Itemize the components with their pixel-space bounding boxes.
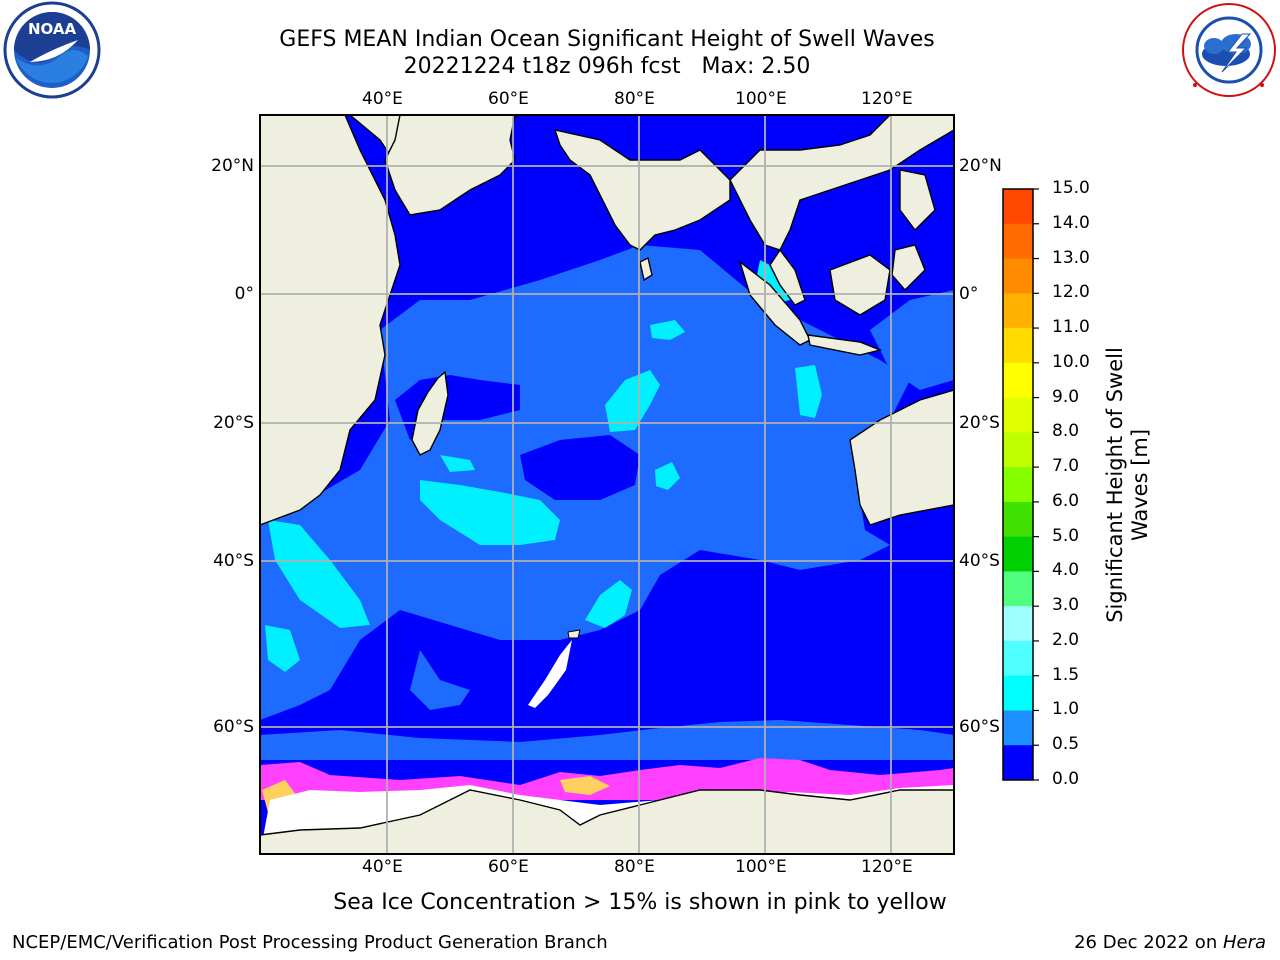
colorbar-swatch xyxy=(1003,640,1033,677)
lat-label-right-40s: 40°S xyxy=(959,551,1000,571)
colorbar xyxy=(1003,189,1033,781)
map-area xyxy=(260,115,954,854)
colorbar-title-line1: Significant Height of Swell xyxy=(1103,347,1127,623)
sea-ice-yellow xyxy=(560,776,610,795)
madagascar xyxy=(411,370,449,456)
sri-lanka xyxy=(639,256,653,282)
swell-0.0-0.5-patch xyxy=(520,435,640,500)
malay-peninsula xyxy=(769,248,806,306)
colorbar-tick-label: 11.0 xyxy=(1052,317,1090,338)
colorbar-swatch xyxy=(1003,536,1033,572)
colorbar-tick-label: 13.0 xyxy=(1052,247,1090,268)
lat-label-right-0: 0° xyxy=(959,284,979,304)
colorbar-swatch xyxy=(1003,571,1033,607)
colorbar-swatch xyxy=(1003,501,1033,538)
colorbar-tick-label: 6.0 xyxy=(1052,490,1080,511)
colorbar-tick-label: 12.0 xyxy=(1052,282,1090,303)
swell-1.0-1.5-region xyxy=(650,320,685,340)
map-title: GEFS MEAN Indian Ocean Significant Heigh… xyxy=(279,27,935,52)
lon-label-top-60e: 60°E xyxy=(488,89,529,109)
noaa-logo-text: NOAA xyxy=(28,20,77,38)
colorbar-swatch xyxy=(1003,467,1033,503)
swell-0.5-1.0-region xyxy=(260,720,954,760)
no-data-streak xyxy=(528,640,572,708)
colorbar-tick-label: 5.0 xyxy=(1052,525,1080,546)
colorbar-tick-label: 4.0 xyxy=(1052,560,1080,581)
swell-1.0-1.5-region xyxy=(605,370,660,432)
colorbar-frame xyxy=(1002,188,1034,781)
colorbar-swatch xyxy=(1003,675,1033,711)
lat-label-left-60s: 60°S xyxy=(213,717,254,737)
philippines xyxy=(899,169,936,232)
swell-1.0-1.5-region xyxy=(420,480,560,545)
colorbar-tick-label: 1.5 xyxy=(1052,664,1080,685)
colorbar-swatch xyxy=(1003,432,1033,468)
colorbar-tick-label: 1.0 xyxy=(1052,699,1080,720)
borneo xyxy=(829,254,891,316)
indian-subcontinent xyxy=(553,129,731,251)
colorbar-swatch xyxy=(1003,223,1033,260)
swell-1.0-1.5-region xyxy=(655,462,680,490)
antarctica xyxy=(260,789,954,854)
colorbar-swatch xyxy=(1003,362,1033,399)
colorbar-swatch xyxy=(1003,258,1033,294)
colorbar-tick-label: 0.5 xyxy=(1052,734,1080,755)
colorbar-title-line2: Waves [m] xyxy=(1128,428,1152,542)
lat-label-right-60s: 60°S xyxy=(959,717,1000,737)
lon-label-top-80e: 80°E xyxy=(614,89,655,109)
swell-1.0-1.5-region xyxy=(795,365,822,418)
java xyxy=(807,334,883,356)
colorbar-tick-label: 9.0 xyxy=(1052,386,1080,407)
machine-name: Hera xyxy=(1222,932,1266,953)
colorbar-swatch xyxy=(1003,293,1033,329)
sulawesi-islands xyxy=(891,244,926,292)
lat-label-left-20n: 20°N xyxy=(211,156,254,176)
colorbar-swatch xyxy=(1003,710,1033,746)
credit-text: NCEP/EMC/Verification Post Processing Pr… xyxy=(12,932,608,953)
lat-label-left-0: 0° xyxy=(234,284,254,304)
lat-label-right-20s: 20°S xyxy=(959,413,1000,433)
date-prefix: 26 Dec 2022 on xyxy=(1074,932,1223,953)
swell-1.0-1.5-region xyxy=(585,580,632,628)
sumatra xyxy=(738,260,811,346)
colorbar-tick-label: 3.0 xyxy=(1052,595,1080,616)
swell-1.0-1.5-region xyxy=(268,520,370,628)
lon-label-bottom-60e: 60°E xyxy=(488,857,529,877)
colorbar-tick-label: 15.0 xyxy=(1052,178,1090,198)
noaa-logo: NOAA xyxy=(3,1,101,99)
swell-1.0-1.5-region xyxy=(265,625,300,672)
map-frame xyxy=(259,114,955,855)
colorbar-swatch xyxy=(1003,328,1033,364)
colorbar-tick-label: 8.0 xyxy=(1052,421,1080,442)
colorbar-swatch xyxy=(1003,606,1033,642)
sea-ice-note: Sea Ice Concentration > 15% is shown in … xyxy=(333,890,947,915)
colorbar-tick-label: 14.0 xyxy=(1052,212,1090,233)
lon-label-top-120e: 120°E xyxy=(861,89,913,109)
colorbar-swatch xyxy=(1003,397,1033,433)
colorbar-tick-label: 10.0 xyxy=(1052,351,1090,372)
lon-label-top-100e: 100°E xyxy=(735,89,787,109)
date-text: 26 Dec 2022 on Hera xyxy=(1074,932,1266,953)
colorbar-swatch xyxy=(1003,745,1033,781)
lat-label-right-20n: 20°N xyxy=(959,156,1002,176)
colorbar-tick-label: 2.0 xyxy=(1052,629,1080,650)
lon-label-bottom-120e: 120°E xyxy=(861,857,913,877)
kerguelen-island xyxy=(567,629,581,639)
graticule xyxy=(260,115,954,854)
lon-label-bottom-80e: 80°E xyxy=(614,857,655,877)
lon-label-bottom-100e: 100°E xyxy=(735,857,787,877)
lat-label-left-40s: 40°S xyxy=(213,551,254,571)
lon-label-bottom-40e: 40°E xyxy=(362,857,403,877)
map-subtitle: 20221224 t18z 096h fcst Max: 2.50 xyxy=(403,54,811,79)
colorbar-tick-label: 7.0 xyxy=(1052,456,1080,477)
colorbar-ticks xyxy=(1033,188,1039,781)
swell-0.5-1.0-region xyxy=(410,650,470,710)
colorbar-tick-label: 0.0 xyxy=(1052,769,1080,789)
swell-1.0-1.5-region xyxy=(440,455,475,472)
lat-label-left-20s: 20°S xyxy=(213,413,254,433)
colorbar-swatch xyxy=(1003,189,1033,225)
national-weather-service-logo xyxy=(1182,3,1276,97)
lon-label-top-40e: 40°E xyxy=(362,89,403,109)
